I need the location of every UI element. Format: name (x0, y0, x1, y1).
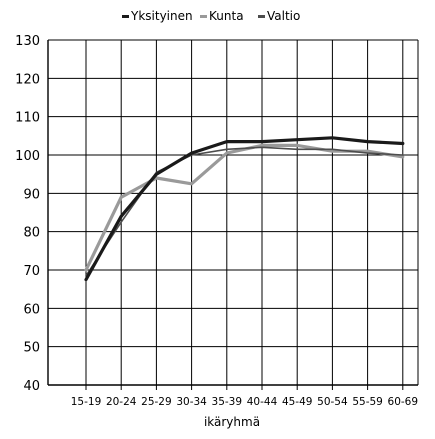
x-axis-label: ikäryhmä (204, 415, 260, 429)
grid (47, 39, 419, 390)
y-tick-label: 110 (15, 111, 40, 126)
legend-swatch (258, 15, 265, 18)
x-tick-label: 25-29 (141, 396, 172, 408)
legend-item: Valtio (258, 9, 300, 23)
x-axis-ticks: 15-19 20-24 25-29 30-34 35-39 40-44 45-49 50-54… (71, 396, 418, 408)
y-tick-label: 90 (23, 187, 40, 202)
y-tick-label: 70 (23, 264, 40, 279)
x-tick-label: 45-49 (282, 396, 313, 408)
y-tick-label: 130 (15, 34, 40, 49)
x-tick-label: 60-69 (388, 396, 419, 408)
y-tick-label: 100 (15, 149, 40, 164)
x-tick-label: 35-39 (212, 396, 243, 408)
legend-label: Yksityinen (130, 9, 193, 23)
x-tick-label: 40-44 (247, 396, 278, 408)
series-line-kunta (84, 143, 405, 272)
legend-item: Yksityinen (122, 9, 193, 23)
y-tick-label: 120 (15, 72, 40, 87)
legend: Yksityinen Kunta Valtio (122, 9, 300, 23)
y-axis-ticks: 40 50 60 70 80 90 100 110 120 130 (15, 34, 40, 394)
legend-label: Kunta (209, 9, 244, 23)
y-tick-label: 60 (23, 302, 40, 317)
legend-swatch (122, 15, 129, 18)
y-tick-label: 50 (23, 341, 40, 356)
y-tick-label: 40 (23, 379, 40, 394)
legend-swatch (200, 15, 207, 18)
x-tick-label: 15-19 (71, 396, 102, 408)
x-tick-label: 30-34 (176, 396, 207, 408)
series-line-yksityinen (84, 136, 405, 282)
series-line-valtio (85, 146, 404, 277)
x-tick-label: 50-54 (317, 396, 348, 408)
x-tick-label: 55-59 (352, 396, 383, 408)
legend-item: Kunta (200, 9, 244, 23)
y-tick-label: 80 (23, 226, 40, 241)
legend-label: Valtio (267, 9, 300, 23)
series-lines (84, 136, 405, 282)
x-tick-label: 20-24 (106, 396, 137, 408)
